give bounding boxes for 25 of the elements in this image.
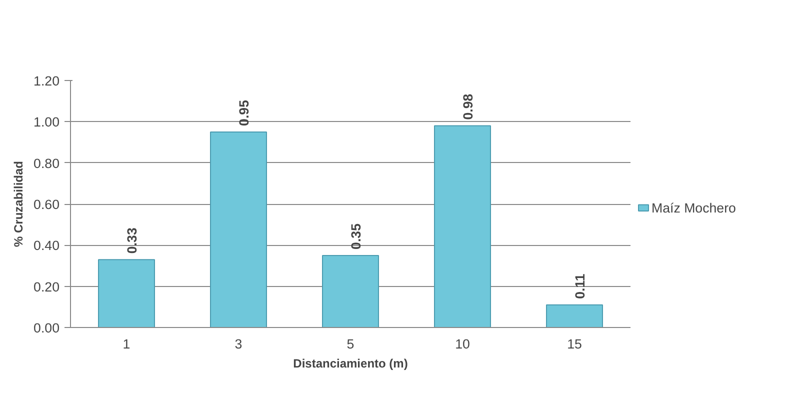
legend-label: Maíz Mochero: [652, 200, 736, 216]
y-tick-label: 1.20: [34, 74, 60, 88]
y-tick-label: 1.00: [34, 114, 60, 130]
y-tick-label: 0.00: [34, 320, 60, 336]
data-label: 0.95: [236, 99, 252, 126]
x-tick-label: 10: [455, 336, 470, 352]
x-tick-label: 3: [234, 336, 242, 352]
bar: [434, 125, 491, 328]
data-label: 0.33: [124, 228, 140, 254]
data-label: 0.35: [348, 222, 364, 250]
bar: [98, 259, 155, 328]
y-tick-label: 0.60: [34, 197, 60, 212]
y-axis-title: % Cruzabilidad: [12, 160, 26, 248]
bar: [210, 131, 267, 328]
y-tick-label: 0.80: [34, 156, 60, 171]
data-label: 0.98: [460, 94, 476, 120]
x-tick-label: 1: [122, 336, 130, 352]
bar: [546, 304, 603, 328]
bar: [322, 254, 379, 328]
y-tick-label: 0.20: [34, 279, 60, 294]
data-label: 0.11: [572, 273, 588, 299]
y-tick-label: 0.40: [34, 238, 60, 254]
x-tick-label: 5: [346, 336, 354, 352]
x-axis-title: Distanciamiento (m): [293, 356, 408, 370]
x-tick-label: 15: [567, 336, 582, 352]
